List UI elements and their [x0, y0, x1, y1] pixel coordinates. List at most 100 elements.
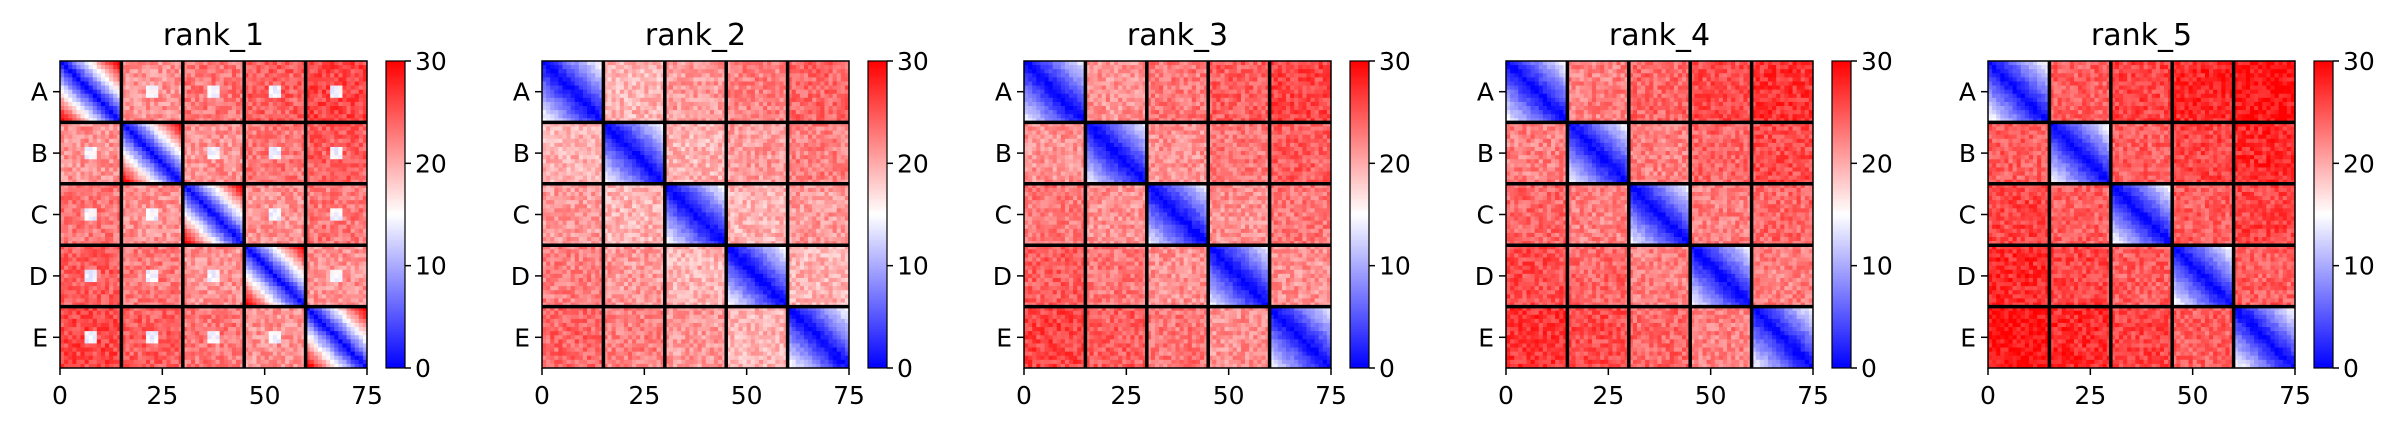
heatmap-cell	[268, 134, 274, 140]
heatmap-cell	[170, 138, 176, 144]
heatmap-cell	[321, 138, 327, 144]
heatmap-cell	[362, 249, 368, 254]
heatmap-cell	[256, 232, 262, 238]
heatmap-cell	[64, 208, 69, 213]
heatmap-cell	[223, 187, 229, 193]
heatmap-cell	[305, 298, 311, 303]
heatmap-cell	[223, 302, 229, 308]
heatmap-cell	[162, 61, 167, 66]
heatmap-cell	[297, 220, 302, 226]
heatmap-cell	[64, 249, 69, 254]
heatmap-cell	[301, 322, 307, 328]
heatmap-cell	[358, 159, 364, 164]
heatmap-cell	[195, 110, 200, 115]
heatmap-cell	[88, 69, 94, 74]
heatmap-cell	[354, 245, 360, 250]
heatmap-cell	[317, 179, 323, 185]
heatmap-cell	[293, 302, 298, 308]
heatmap-cell	[125, 216, 131, 222]
heatmap-cell	[289, 216, 294, 222]
heatmap-cell	[260, 142, 266, 148]
heatmap-cell	[227, 322, 233, 328]
heatmap-cell	[281, 97, 286, 103]
heatmap-cell	[301, 257, 307, 263]
heatmap-cell	[129, 212, 135, 218]
heatmap-cell	[272, 208, 278, 213]
heatmap-cell	[76, 142, 81, 148]
heatmap-cell	[60, 179, 65, 185]
heatmap-cell	[264, 69, 270, 74]
heatmap-cell	[117, 327, 122, 332]
heatmap-cell	[240, 253, 245, 258]
heatmap-cell	[72, 314, 77, 320]
heatmap-cell	[100, 314, 106, 320]
heatmap-cell	[256, 290, 262, 295]
heatmap-cell	[84, 253, 90, 258]
heatmap-cell	[305, 101, 311, 107]
heatmap-cell	[309, 126, 315, 132]
heatmap-cell	[137, 261, 143, 267]
heatmap-cell	[354, 171, 360, 177]
heatmap-cell	[285, 93, 290, 99]
heatmap-cell	[121, 261, 126, 267]
heatmap-cell	[219, 290, 225, 295]
heatmap-cell	[285, 249, 290, 254]
heatmap-cell	[219, 179, 225, 185]
heatmap-cell	[64, 224, 69, 230]
heatmap-cell	[248, 69, 253, 74]
heatmap-cell	[260, 204, 266, 209]
heatmap-cell	[285, 97, 290, 103]
heatmap-cell	[293, 130, 298, 136]
heatmap-cell	[60, 208, 65, 213]
heatmap-cell	[346, 151, 352, 156]
heatmap-cell	[199, 151, 204, 156]
heatmap-cell	[211, 65, 217, 70]
heatmap-cell	[301, 204, 307, 209]
heatmap-cell	[305, 134, 311, 140]
heatmap-cell	[317, 61, 323, 66]
heatmap-cell	[84, 322, 90, 328]
heatmap-cell	[76, 171, 81, 177]
heatmap-cell	[330, 282, 335, 287]
heatmap-cell	[358, 228, 364, 234]
heatmap-cell	[268, 200, 274, 205]
heatmap-cell	[305, 232, 311, 238]
heatmap-cell	[121, 228, 126, 234]
heatmap-cell	[244, 241, 249, 246]
heatmap-cell	[211, 73, 217, 78]
heatmap-cell	[92, 191, 98, 197]
heatmap-cell	[227, 241, 233, 246]
heatmap-cell	[240, 249, 245, 254]
heatmap-cell	[60, 163, 65, 168]
heatmap-cell	[162, 318, 167, 324]
heatmap-cell	[92, 232, 98, 238]
heatmap-cell	[309, 318, 315, 324]
heatmap-cell	[100, 146, 106, 152]
heatmap-cell	[248, 208, 253, 213]
heatmap-cell	[223, 114, 229, 119]
heatmap-cell	[321, 101, 327, 107]
heatmap-cell	[256, 257, 262, 263]
heatmap-cell	[117, 69, 122, 74]
heatmap-cell	[297, 298, 302, 303]
heatmap-cell	[72, 69, 77, 74]
heatmap-cell	[215, 196, 221, 201]
heatmap-cell	[121, 138, 126, 144]
heatmap-cell	[227, 146, 233, 152]
heatmap-cell	[125, 85, 131, 91]
heatmap-cell	[326, 314, 331, 320]
heatmap-cell	[268, 130, 274, 136]
heatmap-cell	[362, 146, 368, 152]
heatmap-cell	[133, 175, 139, 181]
heatmap-cell	[105, 286, 110, 291]
heatmap-cell	[186, 155, 192, 160]
heatmap-cell	[252, 224, 257, 230]
heatmap-cell	[199, 122, 204, 127]
heatmap-cell	[150, 286, 155, 291]
heatmap-cell	[219, 314, 225, 320]
heatmap-cell	[346, 318, 352, 324]
heatmap-cell	[293, 245, 298, 250]
heatmap-cell	[141, 106, 147, 111]
heatmap-cell	[174, 290, 180, 295]
heatmap-cell	[334, 261, 339, 267]
